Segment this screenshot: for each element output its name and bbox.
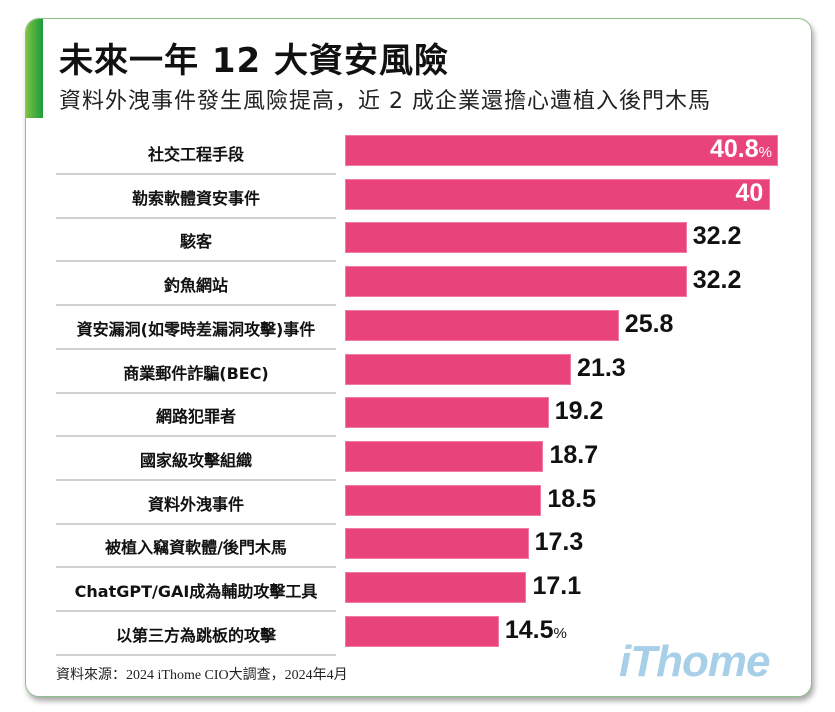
chart-card: 未來一年 12 大資安風險 資料外洩事件發生風險提高，近 2 成企業還擔心遭植入… xyxy=(25,18,812,697)
data-label-value: 40.8 xyxy=(710,135,759,163)
data-label-value: 40 xyxy=(735,178,764,207)
data-label-value: 17.1 xyxy=(532,572,582,600)
bar xyxy=(345,484,542,516)
category-row: 網路犯罪者 xyxy=(56,391,336,438)
category-row: 駭客 xyxy=(56,216,336,263)
data-label: 40.8% xyxy=(710,135,772,164)
data-label: 18.5 xyxy=(547,485,596,514)
data-label-value: 25.8 xyxy=(624,309,674,338)
data-label-value: 17.3 xyxy=(534,528,584,557)
bar xyxy=(345,615,499,647)
category-row: 資料外洩事件 xyxy=(56,479,336,525)
bar xyxy=(345,353,572,385)
category-label: 駭客 xyxy=(179,232,212,252)
category-label: 資安漏洞(如零時差漏洞攻擊)事件 xyxy=(76,319,316,339)
bar xyxy=(345,572,527,603)
bar xyxy=(345,222,687,254)
ithome-logo: iThome xyxy=(619,637,770,686)
data-label: 25.8 xyxy=(625,310,674,339)
data-label-value: 18.5 xyxy=(547,484,596,513)
category-label: 被植入竊資軟體/後門木馬 xyxy=(105,538,287,558)
data-label-value: 18.7 xyxy=(549,440,599,469)
category-row: 商業郵件詐騙(BEC) xyxy=(56,348,336,394)
category-label: 釣魚網站 xyxy=(163,276,228,296)
category-label: 勒索軟體資安事件 xyxy=(131,188,260,208)
category-row: 釣魚網站 xyxy=(56,260,336,307)
data-label: 18.7 xyxy=(549,441,598,470)
category-row: 以第三方為跳板的攻擊 xyxy=(56,610,336,656)
data-label: 17.3 xyxy=(535,528,584,557)
category-label: 資料外洩事件 xyxy=(147,494,244,514)
category-row: 社交工程手段 xyxy=(56,129,336,175)
data-label-value: 19.2 xyxy=(554,397,604,426)
source-note: 資料來源：2024 iThome CIO大調查，2024年4月 xyxy=(56,668,348,683)
category-row: 被植入竊資軟體/後門木馬 xyxy=(56,522,336,569)
data-label-value: 14.5 xyxy=(504,615,554,644)
data-label: 19.2 xyxy=(555,397,604,426)
bar xyxy=(345,309,619,341)
data-label: 14.5% xyxy=(505,616,567,645)
category-row: 國家級攻擊組織 xyxy=(56,435,336,481)
category-label: 網路犯罪者 xyxy=(155,407,236,427)
accent-bar xyxy=(26,19,43,118)
data-label-value: 32.2 xyxy=(692,266,742,295)
unit-label: % xyxy=(553,624,567,642)
category-label: 商業郵件詐騙(BEC) xyxy=(123,363,269,383)
bar xyxy=(345,178,770,210)
bar xyxy=(345,440,544,472)
category-label: ChatGPT/GAI成為輔助攻擊工具 xyxy=(74,582,318,601)
data-label: 17.1 xyxy=(532,572,581,601)
category-row: 勒索軟體資安事件 xyxy=(56,173,336,219)
bar xyxy=(345,528,529,560)
data-label: 32.2 xyxy=(693,266,742,295)
data-label-value: 21.3 xyxy=(577,353,626,382)
bar xyxy=(345,266,687,298)
chart-title: 未來一年 12 大資安風險 xyxy=(59,41,449,81)
unit-label: % xyxy=(758,144,773,161)
data-label: 32.2 xyxy=(693,222,742,251)
category-label: 社交工程手段 xyxy=(147,145,244,164)
bar xyxy=(345,135,778,166)
data-label: 40 xyxy=(736,179,764,208)
data-label: 21.3 xyxy=(577,354,626,383)
category-row: 資安漏洞(如零時差漏洞攻擊)事件 xyxy=(56,304,336,350)
chart-subtitle: 資料外洩事件發生風險提高，近 2 成企業還擔心遭植入後門木馬 xyxy=(59,89,711,114)
data-label-value: 32.2 xyxy=(692,222,742,251)
category-label: 以第三方為跳板的攻擊 xyxy=(115,625,276,645)
category-row: ChatGPT/GAI成為輔助攻擊工具 xyxy=(56,566,336,612)
bar xyxy=(345,397,549,429)
category-label: 國家級攻擊組織 xyxy=(139,450,252,470)
